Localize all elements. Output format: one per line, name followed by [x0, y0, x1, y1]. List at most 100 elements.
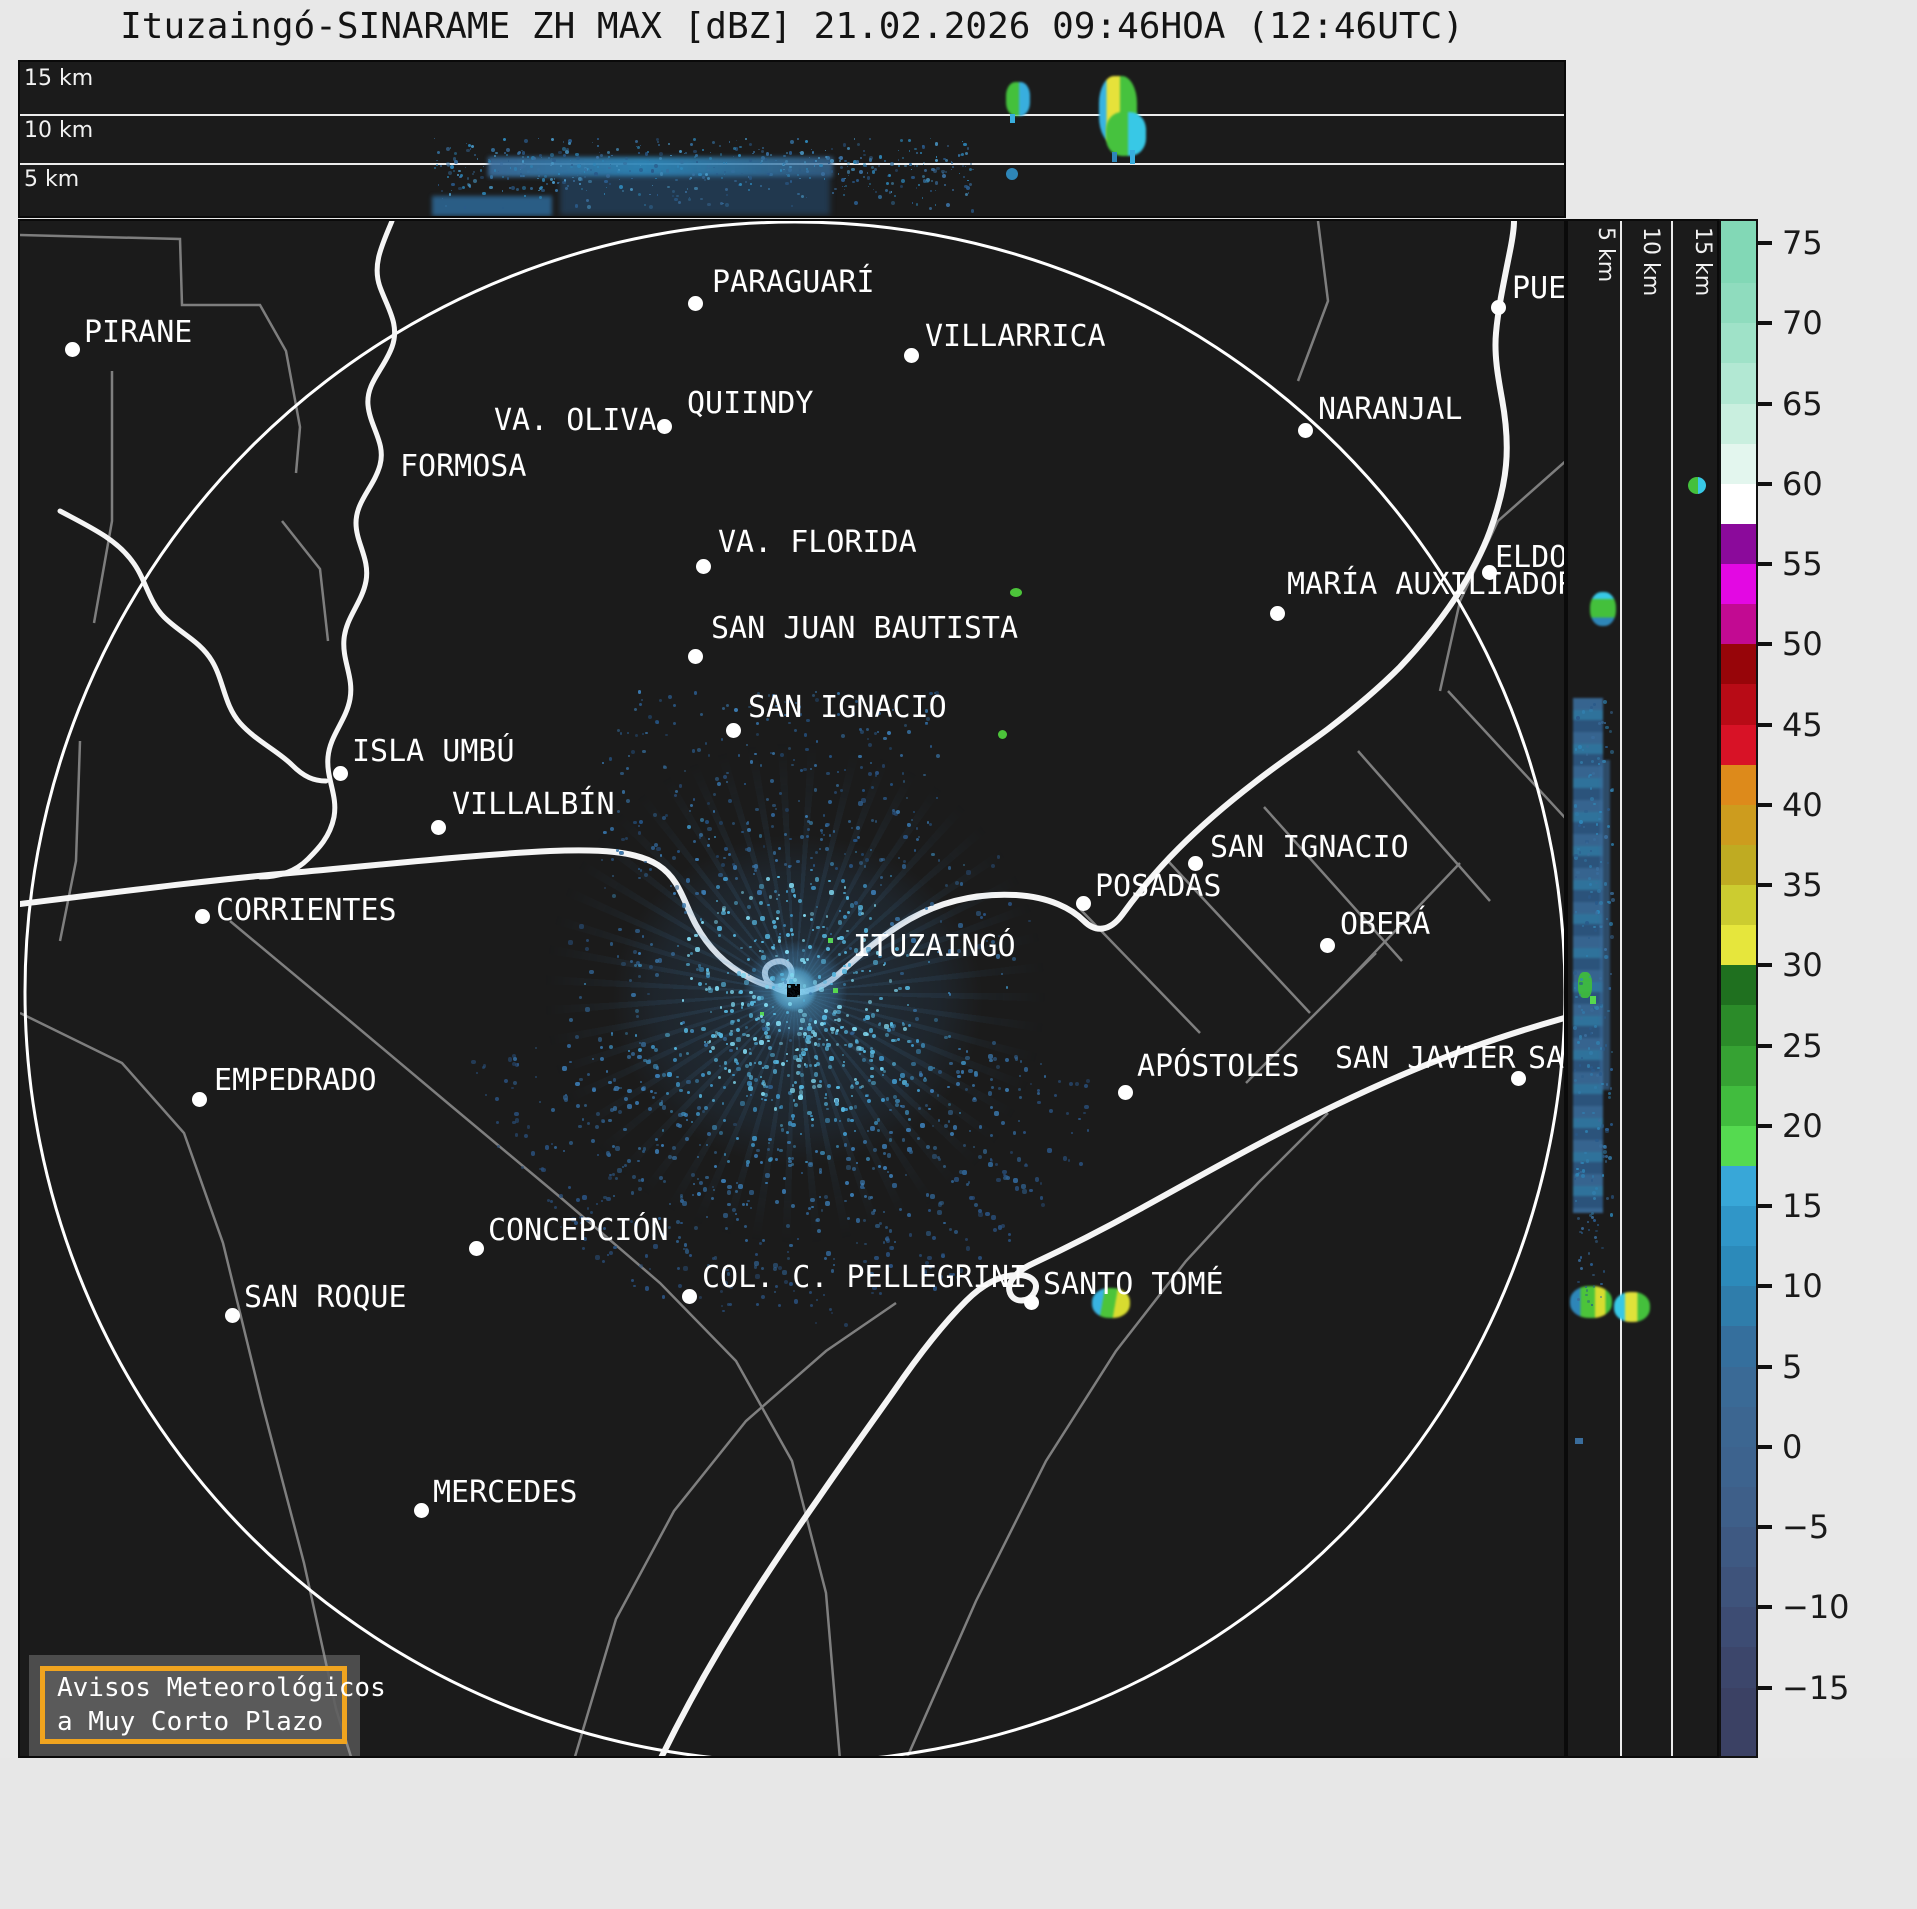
radar-echo [833, 988, 838, 993]
echo-speckle [570, 165, 573, 168]
echo-speckle [585, 189, 588, 192]
echo-speckle [889, 1174, 894, 1178]
echo-speckle [938, 1069, 943, 1074]
echo-speckle [752, 152, 754, 155]
echo-speckle [800, 1017, 806, 1023]
echo-speckle [811, 151, 815, 154]
echo-speckle [774, 1200, 779, 1205]
echo-speckle [822, 933, 827, 939]
city-dot [192, 1092, 207, 1107]
echo-speckle [787, 1026, 791, 1030]
echo-speckle [660, 1099, 664, 1103]
echo-speckle [788, 1160, 792, 1164]
echo-speckle [1589, 1032, 1593, 1035]
echo-speckle [817, 955, 820, 958]
echo-speckle [544, 175, 547, 179]
echo-speckle [836, 1042, 840, 1047]
echo-speckle [944, 183, 947, 186]
echo-speckle [958, 1047, 961, 1051]
echo-speckle [886, 731, 891, 735]
echo-speckle [753, 864, 759, 869]
echo-speckle [553, 1146, 557, 1150]
echo-speckle [729, 990, 734, 995]
echo-speckle [932, 1154, 937, 1159]
echo-speckle [748, 1074, 754, 1080]
echo-speckle [606, 150, 611, 155]
echo-speckle [902, 780, 906, 784]
echo-speckle [1573, 1026, 1577, 1030]
echo-speckle [691, 749, 696, 753]
echo-speckle [674, 793, 678, 797]
echo-speckle [878, 1021, 882, 1025]
echo-speckle [725, 991, 729, 994]
echo-speckle [867, 1079, 871, 1082]
echo-speckle [577, 164, 581, 168]
echo-speckle [720, 737, 724, 741]
echo-speckle [781, 1128, 785, 1132]
echo-speckle [705, 972, 711, 978]
echo-speckle [866, 1033, 869, 1036]
city-dot [682, 1289, 697, 1304]
echo-speckle [582, 1118, 585, 1121]
echo-speckle [640, 145, 642, 147]
echo-speckle [834, 1099, 839, 1103]
echo-speckle [530, 1151, 536, 1156]
echo-speckle [892, 1079, 897, 1084]
echo-speckle [782, 1270, 787, 1275]
echo-speckle [822, 1293, 826, 1297]
echo-speckle [692, 173, 695, 177]
echo-speckle [869, 1046, 874, 1051]
echo-speckle [638, 1041, 641, 1044]
echo-speckle [729, 1008, 735, 1014]
echo-speckle [694, 946, 700, 952]
echo-speckle [736, 971, 742, 976]
echo-speckle [826, 771, 830, 776]
echo-speckle [679, 1088, 683, 1093]
echo-speckle [479, 175, 484, 180]
echo-speckle [1576, 870, 1580, 875]
echo-speckle [731, 1207, 737, 1212]
echo-speckle [626, 1055, 631, 1060]
radar-echo [1006, 82, 1030, 116]
echo-speckle [868, 999, 872, 1004]
side-panel-label-10km: 10 km [1638, 227, 1663, 297]
echo-speckle [740, 172, 743, 175]
echo-speckle [754, 938, 758, 942]
city-label: POSADAS [1095, 869, 1222, 904]
echo-speckle [847, 165, 849, 167]
echo-speckle [672, 856, 676, 860]
echo-speckle [644, 1253, 649, 1258]
echo-speckle [1598, 817, 1602, 821]
echo-speckle [1037, 1089, 1041, 1093]
city-dot [1491, 300, 1506, 315]
echo-speckle [862, 1057, 866, 1062]
echo-speckle [691, 1194, 695, 1197]
echo-speckle [809, 1197, 815, 1203]
echo-speckle [600, 1199, 604, 1203]
echo-speckle [568, 1186, 572, 1190]
echo-speckle [826, 1083, 831, 1088]
echo-speckle [868, 771, 873, 776]
echo-speckle [502, 176, 504, 178]
colorbar-tick-label: 5 [1782, 1347, 1803, 1386]
echo-speckle [892, 1062, 897, 1067]
echo-speckle [612, 874, 615, 877]
radar-echo [1688, 477, 1706, 494]
radar-echo [760, 1012, 764, 1016]
echo-speckle [952, 1125, 958, 1130]
echo-speckle [1600, 1282, 1603, 1286]
echo-speckle [583, 982, 587, 986]
echo-speckle [804, 1047, 808, 1052]
echo-speckle [737, 153, 742, 158]
echo-speckle [611, 1144, 616, 1149]
echo-speckle [723, 856, 726, 860]
echo-speckle [845, 1181, 850, 1186]
echo-speckle [718, 1076, 721, 1079]
echo-speckle [1579, 819, 1584, 824]
echo-speckle [753, 150, 756, 153]
echo-speckle [688, 809, 692, 813]
echo-speckle [839, 909, 842, 912]
echo-speckle [850, 1085, 855, 1090]
echo-speckle [564, 1098, 568, 1102]
echo-speckle [846, 1118, 851, 1123]
